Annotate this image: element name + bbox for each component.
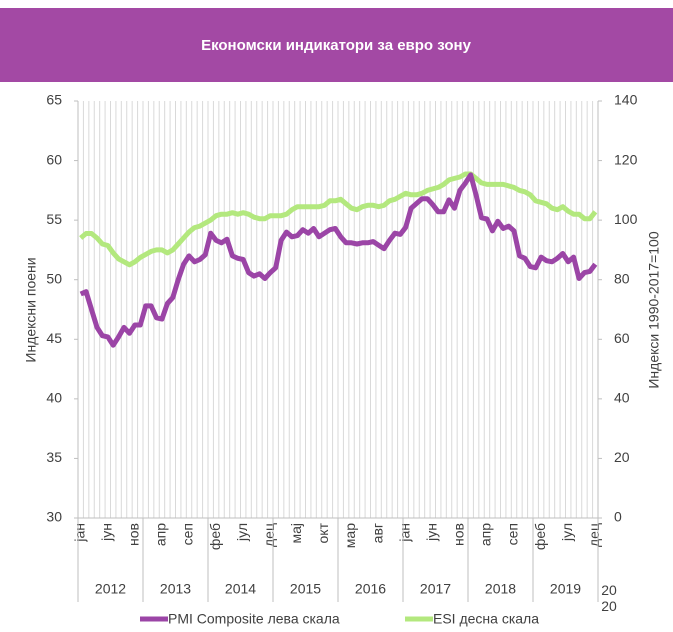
y-tick-label: 45: [46, 330, 62, 346]
x-tick-label: сеп: [505, 523, 521, 545]
x-tick-label: окт: [315, 522, 331, 543]
year-label: 2015: [290, 581, 321, 597]
y2-tick-label: 60: [614, 330, 630, 346]
y-tick-label: 50: [46, 270, 62, 286]
x-tick-label: јул: [559, 523, 575, 542]
x-tick-label: нов: [451, 523, 467, 546]
x-tick-label: мај: [288, 523, 304, 544]
y2-tick-label: 20: [614, 449, 630, 465]
y-tick-label: 40: [46, 390, 62, 406]
legend-label: ESI десна скала: [433, 611, 539, 627]
x-tick-label: апр: [478, 523, 494, 546]
x-tick-label: јул: [234, 523, 250, 542]
y2-tick-label: 80: [614, 270, 630, 286]
y2-tick-label: 140: [614, 92, 638, 108]
x-tick-label: нов: [126, 523, 142, 546]
series-line: [79, 172, 598, 348]
y-axis-label: Индексни поени: [23, 257, 39, 362]
x-tick-label: авг: [369, 523, 385, 543]
y-tick-label: 60: [46, 151, 62, 167]
x-tick-label: јан: [396, 523, 412, 543]
year-label: 2019: [550, 581, 581, 597]
year-label: 2013: [160, 581, 191, 597]
y2-tick-label: 100: [614, 211, 638, 227]
y-tick-label: 55: [46, 211, 62, 227]
x-tick-label: мар: [342, 523, 358, 548]
year-label: 2016: [355, 581, 386, 597]
y2-tick-label: 120: [614, 151, 638, 167]
y2-axis-label: Индекси 1990-2017=100: [646, 231, 662, 388]
chart-title: Економски индикатори за евро зону: [201, 37, 472, 54]
x-tick-label: феб: [207, 523, 223, 550]
x-tick-label: јан: [71, 523, 87, 543]
series-line: [79, 171, 598, 268]
year-label: 2012: [95, 581, 126, 597]
y-tick-label: 65: [46, 92, 62, 108]
y-tick-label: 30: [46, 509, 62, 525]
year-label: 2014: [225, 581, 256, 597]
y2-tick-label: 40: [614, 390, 630, 406]
x-tick-label: јун: [423, 523, 439, 542]
year-label: 2018: [485, 581, 516, 597]
x-tick-label: дец: [261, 523, 277, 547]
y2-tick-label: 0: [614, 509, 622, 525]
y-tick-label: 35: [46, 449, 62, 465]
x-tick-label: јун: [98, 523, 114, 542]
x-tick-label: феб: [532, 523, 548, 550]
year-label: 2017: [420, 581, 451, 597]
x-tick-label: дец: [586, 523, 602, 547]
legend-label: PMI Composite лева скала: [168, 611, 340, 627]
x-tick-label: апр: [153, 523, 169, 546]
x-tick-label: сеп: [180, 523, 196, 545]
title-bar: [0, 8, 673, 82]
year-label: 2020: [601, 582, 617, 614]
